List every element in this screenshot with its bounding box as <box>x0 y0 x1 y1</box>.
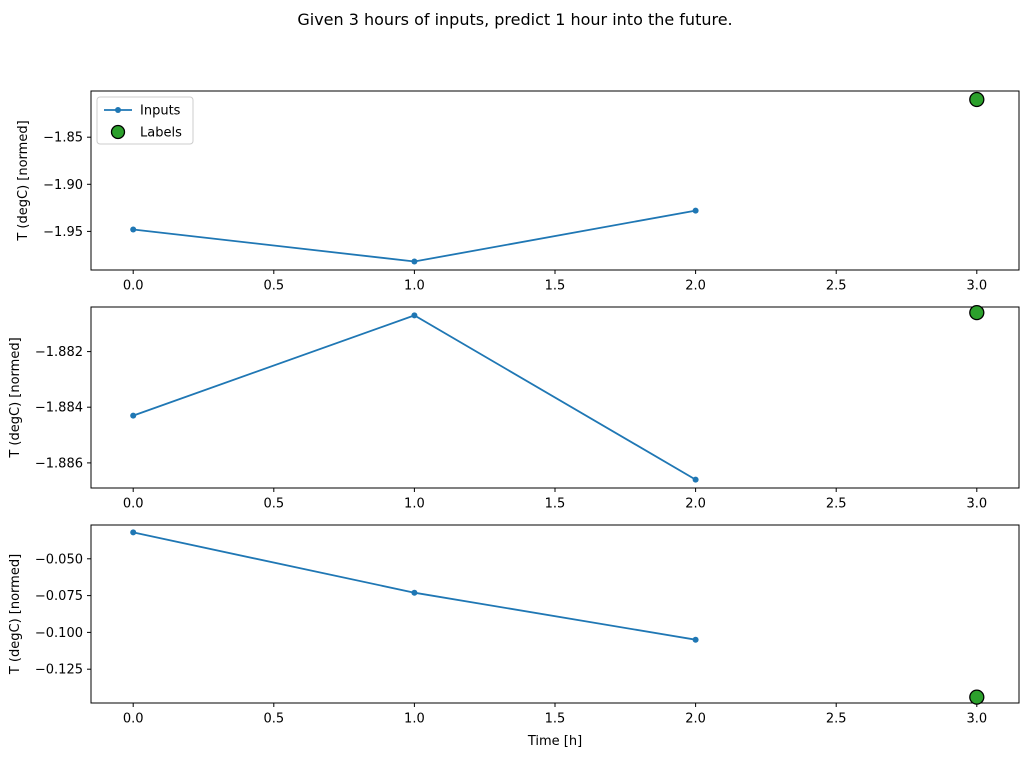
input-point <box>130 226 137 233</box>
x-tick-label: 0.5 <box>263 279 284 294</box>
input-point <box>411 312 418 319</box>
axes-frame <box>90 524 1020 704</box>
x-tick-label: 0.0 <box>123 279 144 294</box>
input-point <box>692 476 699 483</box>
y-tick-label: −1.85 <box>43 131 83 146</box>
x-tick-label: 0.5 <box>263 497 284 512</box>
label-point <box>969 689 985 705</box>
inputs-line <box>132 314 697 481</box>
subplot-2: 0.0 0.5 1.0 1.5 2.0 2.5 3.0 −1.882 −1.884 −1.886 T… <box>8 304 1020 512</box>
y-axis-label: T (degC) [normed] <box>8 337 23 458</box>
x-tick-label: 2.0 <box>685 497 706 512</box>
x-tick-label: 3.0 <box>966 712 987 727</box>
input-point <box>692 636 699 643</box>
input-point <box>692 207 699 214</box>
x-axis-label: Time [h] <box>527 734 582 749</box>
x-tick-label: 2.5 <box>826 497 847 512</box>
label-point <box>969 304 985 321</box>
input-point <box>411 589 418 596</box>
x-tick-label: 3.0 <box>966 279 987 294</box>
legend-label-labels: Labels <box>140 126 182 141</box>
legend-labels-marker-icon <box>110 124 126 140</box>
x-tick-label: 1.0 <box>404 497 425 512</box>
x-tick-label: 2.5 <box>826 712 847 727</box>
x-tick-label: 0.5 <box>263 712 284 727</box>
x-tick-label: 2.5 <box>826 279 847 294</box>
y-tick-label: −1.886 <box>35 456 83 471</box>
y-axis-label: T (degC) [normed] <box>16 120 31 241</box>
x-tick-label: 2.0 <box>685 712 706 727</box>
legend-label-inputs: Inputs <box>140 104 181 119</box>
legend: Inputs Labels <box>96 96 194 145</box>
input-point <box>130 412 137 419</box>
x-tick-label: 2.0 <box>685 279 706 294</box>
y-tick-label: −1.90 <box>43 178 83 193</box>
x-tick-label: 1.0 <box>404 279 425 294</box>
legend-inputs-marker-icon <box>115 107 121 113</box>
label-point <box>969 91 985 108</box>
x-tick-label: 1.0 <box>404 712 425 727</box>
figure-title: Given 3 hours of inputs, predict 1 hour … <box>297 10 733 29</box>
x-tick-label: 0.0 <box>123 497 144 512</box>
x-tick-label: 1.5 <box>545 712 566 727</box>
y-tick-label: −0.125 <box>35 663 83 678</box>
y-tick-label: −0.100 <box>35 626 83 641</box>
y-tick-label: −1.95 <box>43 225 83 240</box>
y-tick-label: −0.075 <box>35 589 83 604</box>
x-tick-label: 3.0 <box>966 497 987 512</box>
x-tick-label: 1.5 <box>545 279 566 294</box>
y-axis-label: T (degC) [normed] <box>8 554 23 675</box>
inputs-line <box>132 531 697 641</box>
y-tick-label: −0.050 <box>35 552 83 567</box>
y-tick-label: −1.884 <box>35 401 83 416</box>
inputs-line <box>132 209 697 263</box>
subplot-3: 0.0 0.5 1.0 1.5 2.0 2.5 3.0 −0.050 −0.075 −0.100 −… <box>8 524 1020 749</box>
x-tick-label: 1.5 <box>545 497 566 512</box>
input-point <box>130 529 137 536</box>
x-tick-label: 0.0 <box>123 712 144 727</box>
subplot-1: 0.0 0.5 1.0 1.5 2.0 2.5 3.0 −1.85 −1.90 −1.95 T (d… <box>16 90 1020 294</box>
axes-frame <box>90 90 1020 271</box>
y-tick-label: −1.882 <box>35 345 83 360</box>
input-point <box>411 258 418 265</box>
